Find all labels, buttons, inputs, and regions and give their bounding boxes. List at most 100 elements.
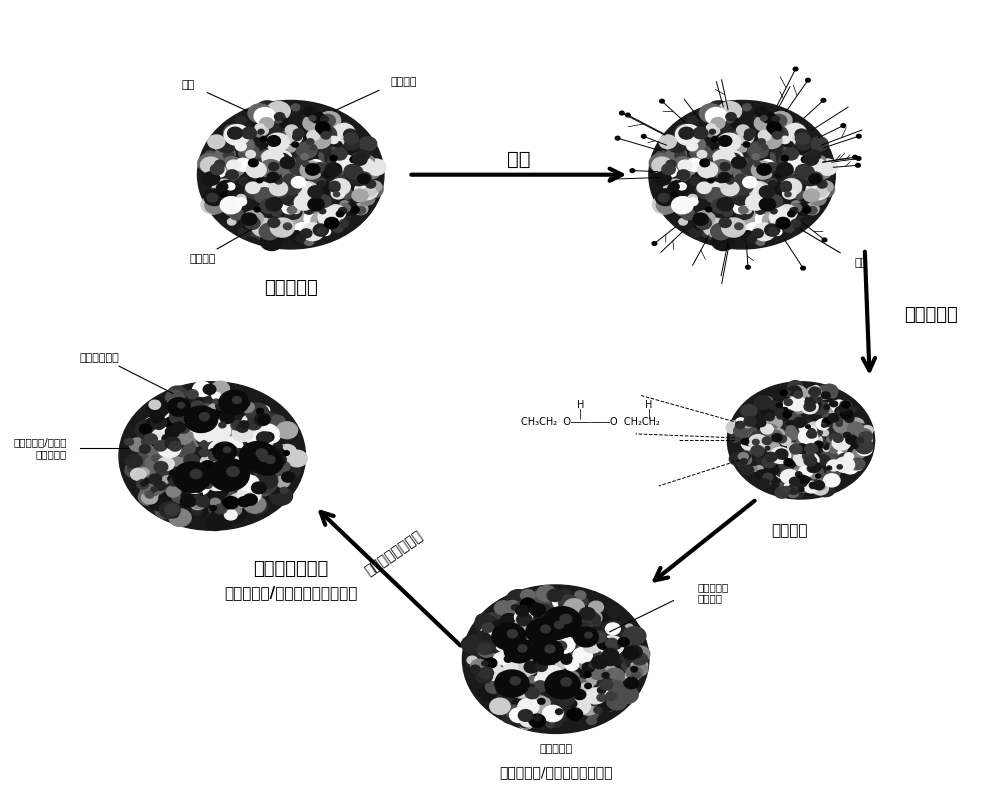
Circle shape	[519, 660, 538, 675]
Circle shape	[497, 673, 509, 682]
Circle shape	[785, 481, 796, 490]
Circle shape	[538, 698, 545, 704]
Circle shape	[595, 693, 611, 706]
Circle shape	[527, 693, 542, 704]
Circle shape	[357, 150, 370, 160]
Circle shape	[719, 218, 731, 227]
Circle shape	[767, 135, 788, 152]
Circle shape	[340, 220, 349, 227]
Circle shape	[771, 114, 787, 127]
Circle shape	[737, 125, 749, 135]
Circle shape	[194, 498, 205, 507]
Circle shape	[546, 648, 554, 654]
Circle shape	[722, 218, 746, 237]
Circle shape	[799, 487, 804, 491]
Circle shape	[193, 382, 211, 397]
Circle shape	[200, 454, 223, 472]
Circle shape	[781, 181, 791, 190]
Circle shape	[769, 208, 793, 227]
Circle shape	[259, 487, 278, 501]
Circle shape	[219, 423, 226, 428]
Circle shape	[740, 459, 747, 464]
Circle shape	[770, 164, 781, 173]
Circle shape	[151, 416, 167, 429]
Circle shape	[164, 412, 187, 430]
Circle shape	[302, 223, 324, 241]
Circle shape	[202, 388, 222, 404]
Circle shape	[545, 645, 555, 653]
Circle shape	[566, 679, 576, 687]
Circle shape	[204, 151, 217, 161]
Circle shape	[200, 460, 216, 473]
Circle shape	[760, 424, 779, 439]
Circle shape	[355, 158, 374, 173]
Circle shape	[147, 441, 166, 456]
Circle shape	[716, 152, 734, 166]
Text: 孔孔: 孔孔	[181, 79, 194, 90]
Circle shape	[321, 197, 333, 206]
Circle shape	[813, 481, 824, 490]
Circle shape	[514, 680, 527, 690]
Circle shape	[363, 156, 374, 164]
Circle shape	[149, 400, 161, 409]
Circle shape	[764, 464, 779, 476]
Circle shape	[777, 163, 793, 176]
Circle shape	[261, 142, 268, 148]
Circle shape	[763, 181, 786, 199]
Circle shape	[259, 105, 279, 121]
Circle shape	[565, 660, 579, 671]
Circle shape	[805, 444, 818, 453]
Circle shape	[662, 164, 675, 175]
Circle shape	[748, 142, 769, 158]
Circle shape	[195, 466, 208, 477]
Circle shape	[243, 494, 257, 505]
Circle shape	[605, 624, 629, 644]
Circle shape	[141, 470, 165, 488]
Circle shape	[739, 452, 751, 460]
Circle shape	[324, 150, 332, 156]
Circle shape	[203, 408, 211, 415]
Circle shape	[235, 424, 251, 437]
Circle shape	[771, 428, 784, 439]
Circle shape	[761, 227, 772, 235]
Circle shape	[796, 475, 807, 483]
Circle shape	[147, 453, 167, 469]
Circle shape	[724, 186, 739, 198]
Circle shape	[743, 104, 751, 111]
Circle shape	[194, 402, 202, 408]
Circle shape	[604, 656, 616, 666]
Circle shape	[575, 591, 586, 600]
Circle shape	[755, 116, 775, 132]
Circle shape	[738, 453, 748, 460]
Circle shape	[167, 419, 191, 439]
Circle shape	[747, 235, 757, 242]
Circle shape	[315, 135, 326, 143]
Circle shape	[499, 631, 510, 640]
Circle shape	[523, 652, 535, 663]
Circle shape	[558, 595, 578, 611]
Circle shape	[284, 174, 294, 183]
Circle shape	[237, 485, 261, 504]
Circle shape	[818, 483, 835, 497]
Circle shape	[125, 438, 133, 445]
Circle shape	[260, 137, 267, 142]
Circle shape	[789, 470, 808, 485]
Circle shape	[199, 449, 209, 456]
Circle shape	[609, 648, 621, 658]
Circle shape	[278, 131, 289, 140]
Circle shape	[504, 672, 520, 685]
Circle shape	[246, 162, 266, 178]
Circle shape	[767, 442, 778, 451]
Circle shape	[680, 201, 691, 209]
Circle shape	[196, 497, 209, 507]
Circle shape	[773, 228, 782, 235]
Circle shape	[269, 486, 293, 505]
Circle shape	[768, 227, 777, 235]
Circle shape	[781, 155, 788, 161]
Circle shape	[224, 435, 241, 449]
Circle shape	[770, 125, 783, 136]
Circle shape	[205, 480, 229, 499]
Circle shape	[254, 188, 274, 204]
Circle shape	[710, 150, 728, 164]
Circle shape	[783, 427, 800, 441]
